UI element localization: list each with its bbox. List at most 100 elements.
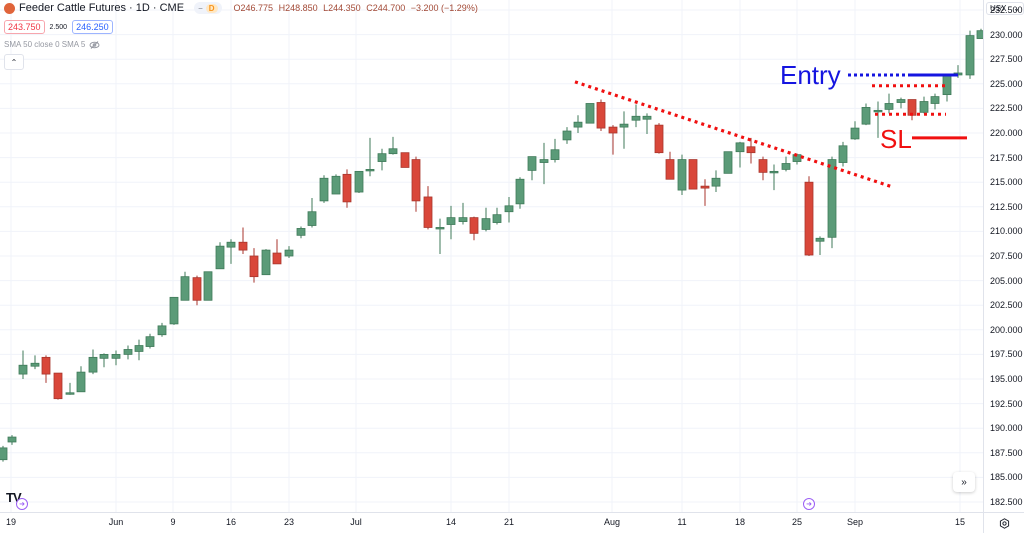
time-label: 16 [225, 517, 237, 527]
candle [884, 93, 894, 114]
candle [665, 151, 675, 180]
eye-hidden-icon[interactable] [89, 40, 100, 49]
candle [515, 177, 525, 209]
event-marker-icon[interactable]: ➜ [803, 498, 815, 510]
candle [284, 246, 294, 258]
candle [0, 445, 8, 462]
candle [481, 207, 491, 232]
event-marker-icon[interactable]: ➜ [16, 498, 28, 510]
candle [896, 97, 906, 109]
price-label: 200.000 [990, 324, 1023, 335]
candle [573, 115, 583, 133]
time-label: 21 [503, 517, 515, 527]
candle [758, 156, 768, 181]
candle [769, 164, 779, 191]
candle [850, 121, 860, 140]
scroll-to-realtime-button[interactable]: » [953, 472, 975, 492]
candle [388, 136, 398, 155]
candle [365, 137, 375, 177]
price-label: 205.000 [990, 275, 1023, 286]
time-label: Aug [603, 517, 621, 527]
candle [272, 239, 282, 265]
candle [608, 125, 618, 155]
trendline[interactable] [574, 80, 894, 189]
chart-settings-button[interactable] [983, 512, 1024, 533]
chart-plot-area[interactable]: Entry SL Feeder Cattle Futures · 1D · CME… [0, 0, 986, 512]
collapse-legend-button[interactable]: ⌃ [4, 54, 24, 70]
change-value: −3.200 (−1.29%) [410, 3, 478, 13]
price-label: 195.000 [990, 374, 1023, 384]
candle [7, 435, 17, 445]
candle [942, 73, 952, 102]
candle [18, 350, 28, 379]
symbol-title[interactable]: Feeder Cattle Futures · 1D · CME [19, 2, 185, 14]
candle [550, 138, 560, 163]
price-label: 207.500 [990, 251, 1023, 261]
candle [249, 248, 259, 283]
candle [930, 93, 940, 110]
time-axis[interactable]: 19 Jun 9 16 23 Jul 14 21 Aug 11 18 25 Sep 15 [0, 512, 983, 533]
candle [215, 242, 225, 270]
candle [446, 205, 456, 240]
candle [746, 137, 756, 164]
high-value: H248.850 [278, 3, 318, 13]
candle [192, 275, 202, 306]
price-axis[interactable]: USX ⌄ 232.500 230.000 227.500 225.000 222.50… [983, 0, 1024, 512]
ohlc-values: O246.775 H248.850 L244.350 C244.700 −3.2… [234, 3, 481, 13]
candle [458, 202, 468, 225]
time-label: 14 [445, 517, 457, 527]
time-label: Sep [846, 517, 864, 527]
candle [134, 339, 144, 361]
price-label: 227.500 [990, 54, 1023, 65]
candlestick-chart[interactable]: Entry SL [0, 0, 986, 512]
entry-label: Entry [780, 60, 841, 90]
candle [677, 154, 687, 195]
candle [377, 148, 387, 171]
candles [0, 28, 986, 462]
candle [411, 156, 421, 212]
time-label: 23 [283, 517, 295, 527]
candle [400, 152, 410, 168]
candle [238, 227, 248, 255]
market-status-pill[interactable]: − D [194, 2, 222, 14]
price-label: 217.500 [990, 152, 1023, 163]
candle [423, 186, 433, 230]
indicator-legend[interactable]: SMA 50 close 0 SMA 5 [4, 40, 100, 49]
price-label: 192.500 [990, 398, 1023, 409]
price-label: 185.000 [990, 472, 1023, 483]
candle [619, 111, 629, 149]
drawings[interactable]: Entry SL [574, 60, 967, 189]
candle [157, 322, 167, 337]
candle [296, 226, 306, 239]
close-value: C244.700 [366, 3, 406, 13]
candle [342, 169, 352, 208]
candle [435, 218, 445, 255]
candle [585, 103, 595, 124]
buy-button[interactable]: 246.250 [72, 20, 113, 34]
candle [781, 156, 791, 172]
price-label: 212.500 [990, 201, 1023, 212]
candle [180, 271, 190, 301]
candle [30, 355, 40, 370]
candle [688, 159, 698, 190]
candle [723, 151, 733, 174]
candle [41, 355, 51, 383]
candle [226, 239, 236, 264]
symbol-legend: Feeder Cattle Futures · 1D · CME − D O24… [4, 2, 481, 14]
time-label: Jun [108, 517, 124, 527]
candle [873, 101, 883, 138]
candle [562, 127, 572, 144]
candle [88, 349, 98, 375]
price-label: 197.500 [990, 349, 1023, 360]
price-label: 187.500 [990, 447, 1023, 458]
candle [331, 174, 341, 195]
price-label: 225.000 [990, 78, 1023, 89]
price-label: 182.500 [990, 497, 1023, 507]
price-label: 230.000 [990, 29, 1023, 40]
symbol-logo-icon [4, 2, 15, 14]
sell-button[interactable]: 243.750 [4, 20, 45, 34]
candle [596, 99, 606, 132]
low-value: L244.350 [323, 3, 361, 13]
candle [261, 249, 271, 276]
indicator-label: SMA 50 close 0 SMA 5 [4, 40, 86, 49]
